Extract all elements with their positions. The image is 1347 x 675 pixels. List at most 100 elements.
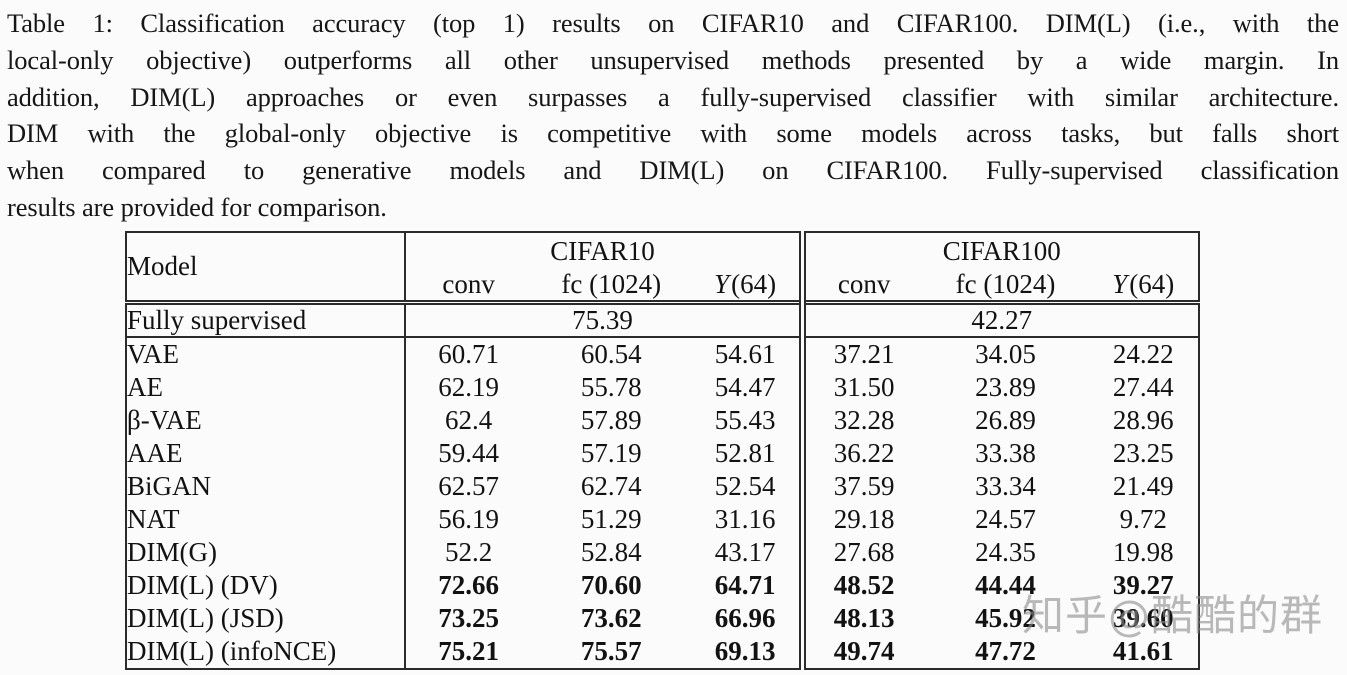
value-cell: 69.13 [714, 636, 776, 666]
results-table: Model CIFAR10 CIFAR100 conv fc (1024) Y(… [125, 231, 1200, 670]
model-cell: NAT [126, 503, 407, 536]
table-row: DIM(L) (DV) 72.66 70.60 64.71 48.52 44.44 39.2… [126, 569, 1199, 602]
col-header-fc-cifar100: fc (1024) [922, 269, 1089, 305]
value-cell-cifar10: 75.39 [405, 302, 803, 338]
value-cell: 60.54 [580, 339, 642, 369]
value-cell: 57.19 [580, 438, 642, 468]
value-cell: 26.89 [975, 405, 1036, 435]
col-header-conv-cifar100: conv [798, 269, 923, 305]
value-cell-cifar100: 42.27 [798, 302, 1199, 338]
value-cell: 51.29 [580, 504, 642, 534]
value-cell: 62.19 [438, 372, 499, 402]
model-cell: DIM(L) (JSD) [126, 602, 407, 635]
model-cell: BiGAN [126, 470, 407, 503]
table-row: DIM(L) (JSD) 73.25 73.62 66.96 48.13 45.92 39.… [126, 602, 1199, 635]
model-cell: AE [126, 371, 407, 404]
y-symbol: Y [714, 269, 730, 299]
value-cell: 64.71 [714, 570, 776, 600]
value-cell: 23.25 [1112, 438, 1174, 468]
col-header-y-cifar100: Y(64) [1088, 269, 1199, 305]
value-cell: 75.21 [438, 636, 499, 666]
model-cell: AAE [126, 437, 407, 470]
value-cell: 33.34 [975, 471, 1036, 501]
col-header-conv-cifar10: conv [405, 269, 531, 305]
fully-supervised-row: Fully supervised 75.39 42.27 [126, 302, 1199, 338]
caption-line: local-only objective) outperforms all ot… [7, 44, 1339, 75]
value-cell: 28.96 [1112, 405, 1174, 435]
value-cell: 73.62 [580, 603, 642, 633]
value-cell: 70.60 [580, 570, 642, 600]
value-cell: 33.38 [975, 438, 1036, 468]
value-cell: 24.22 [1112, 339, 1174, 369]
value-cell: 55.78 [580, 372, 642, 402]
model-cell: DIM(L) (DV) [126, 569, 407, 602]
y-arg: (64) [731, 269, 777, 299]
value-cell: 62.4 [444, 405, 493, 435]
value-cell: 54.47 [714, 372, 776, 402]
value-cell: 54.61 [714, 339, 776, 369]
value-cell: 60.71 [438, 339, 499, 369]
col-header-fc-cifar10: fc (1024) [530, 269, 692, 305]
value-cell: 9.72 [1119, 504, 1167, 534]
value-cell: 52.84 [580, 537, 642, 567]
model-cell: Fully supervised [126, 302, 407, 338]
value-cell: 31.50 [798, 371, 923, 404]
col-header-model: Model [126, 232, 407, 305]
model-cell: VAE [126, 337, 407, 371]
value-cell: 75.57 [580, 636, 642, 666]
value-cell: 39.27 [1112, 570, 1174, 600]
value-cell: 29.18 [798, 503, 923, 536]
y-arg: (64) [1129, 269, 1175, 299]
header-sub-row: conv fc (1024) Y(64) conv fc (1024) Y(64… [126, 269, 1199, 305]
value-cell: 31.16 [714, 504, 776, 534]
value-cell: 19.98 [1112, 537, 1174, 567]
value-cell: 73.25 [438, 603, 499, 633]
value-cell: 55.43 [714, 405, 776, 435]
col-group-cifar10: CIFAR10 [550, 235, 655, 266]
value-cell: 41.61 [1112, 636, 1174, 666]
value-cell: 48.52 [798, 569, 923, 602]
table-row: DIM(L) (infoNCE) 75.21 75.57 69.13 49.74 47.7… [126, 635, 1199, 669]
table-row: NAT 56.19 51.29 31.16 29.18 24.57 9.72 [126, 503, 1199, 536]
value-cell: 62.74 [580, 471, 642, 501]
y-symbol: Y [1112, 269, 1128, 299]
value-cell: 43.17 [714, 537, 776, 567]
value-cell: 47.72 [975, 636, 1036, 666]
value-cell: 24.57 [975, 504, 1036, 534]
value-cell: 72.66 [438, 570, 499, 600]
header-group-row: Model CIFAR10 CIFAR100 [126, 232, 1199, 305]
table-row: AAE 59.44 57.19 52.81 36.22 33.38 23.25 [126, 437, 1199, 470]
value-cell: 44.44 [975, 570, 1036, 600]
value-cell: 37.21 [798, 337, 923, 371]
value-cell: 27.68 [798, 536, 923, 569]
value-cell: 32.28 [798, 404, 923, 437]
value-cell: 34.05 [975, 339, 1036, 369]
value-cell: 24.35 [975, 537, 1036, 567]
model-cell: DIM(L) (infoNCE) [126, 635, 407, 669]
value-cell: 49.74 [798, 635, 923, 669]
value-cell: 52.2 [444, 537, 493, 567]
value-cell: 36.22 [798, 437, 923, 470]
value-cell: 39.60 [1112, 603, 1174, 633]
table-row: VAE 60.71 60.54 54.61 37.21 34.05 24.22 [126, 337, 1199, 371]
model-cell: DIM(G) [126, 536, 407, 569]
caption-line: DIM with the global-only objective is co… [7, 118, 1339, 149]
model-cell: β-VAE [126, 404, 407, 437]
value-cell: 59.44 [438, 438, 499, 468]
value-cell: 45.92 [975, 603, 1036, 633]
table-row: AE 62.19 55.78 54.47 31.50 23.89 27.44 [126, 371, 1199, 404]
value-cell: 27.44 [1112, 372, 1174, 402]
table-caption: Table 1: Classification accuracy (top 1)… [7, 5, 1339, 226]
value-cell: 66.96 [714, 603, 776, 633]
col-header-y-cifar10: Y(64) [691, 269, 803, 305]
caption-line: results are provided for comparison. [7, 191, 387, 222]
table-row: β-VAE 62.4 57.89 55.43 32.28 26.89 28.96 [126, 404, 1199, 437]
value-cell: 52.81 [714, 438, 776, 468]
value-cell: 62.57 [438, 471, 499, 501]
value-cell: 57.89 [580, 405, 642, 435]
table-row: BiGAN 62.57 62.74 52.54 37.59 33.34 21.49 [126, 470, 1199, 503]
caption-line: addition, DIM(L) approaches or even surp… [7, 81, 1339, 112]
value-cell: 21.49 [1112, 471, 1174, 501]
col-group-cifar100: CIFAR100 [798, 232, 1199, 269]
